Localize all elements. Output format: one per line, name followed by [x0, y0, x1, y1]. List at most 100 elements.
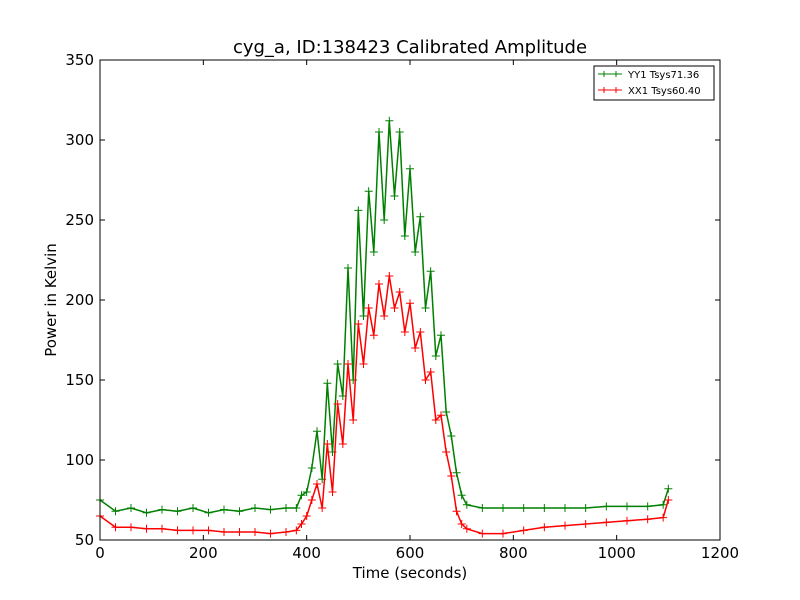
- data-point: [307, 464, 316, 472]
- legend-marker-yy1: [601, 71, 619, 77]
- data-point: [457, 491, 466, 500]
- data-point: [462, 524, 471, 533]
- chart-title: cyg_a, ID:138423 Calibrated Amplitude: [233, 37, 587, 58]
- data-point: [235, 528, 244, 536]
- data-point: [643, 502, 652, 511]
- data-point: [266, 529, 275, 538]
- x-tick-label: 800: [499, 544, 528, 562]
- x-tick-label: 400: [292, 544, 321, 562]
- data-point: [220, 505, 228, 514]
- data-point: [447, 472, 456, 480]
- data-point: [437, 411, 445, 420]
- data-point: [421, 376, 430, 384]
- data-point: [282, 504, 290, 512]
- series-xx1: [96, 272, 673, 538]
- data-point: [400, 328, 409, 336]
- data-point: [499, 529, 507, 538]
- data-point: [266, 505, 275, 514]
- data-point: [664, 496, 673, 504]
- data-point: [111, 507, 120, 516]
- data-point: [328, 488, 337, 496]
- data-point: [338, 440, 347, 448]
- data-point: [142, 524, 151, 533]
- data-point: [400, 232, 409, 240]
- x-tick-label: 200: [189, 544, 218, 562]
- data-point: [540, 504, 549, 512]
- series-line: [99, 275, 670, 535]
- x-tick-label: 0: [95, 544, 105, 562]
- data-point: [344, 360, 352, 368]
- data-point: [406, 299, 414, 308]
- x-tick-label: 600: [396, 544, 425, 562]
- y-tick-label: 350: [65, 51, 94, 69]
- data-point: [235, 507, 244, 516]
- data-point: [416, 328, 425, 336]
- data-point: [323, 440, 332, 448]
- data-point: [380, 216, 389, 224]
- data-point: [127, 523, 135, 532]
- data-point: [426, 368, 435, 376]
- data-point: [406, 164, 414, 173]
- data-point: [395, 128, 404, 136]
- data-point: [111, 523, 120, 532]
- data-point: [623, 502, 631, 511]
- data-point: [189, 526, 197, 535]
- data-point: [173, 526, 182, 535]
- data-point: [426, 267, 435, 276]
- data-point: [204, 508, 213, 517]
- data-point: [561, 521, 569, 530]
- data-point: [375, 128, 383, 136]
- data-point: [540, 523, 549, 532]
- plot-area: 0 200 400 600 800 1000 1200 50 100 150 200 250 300 35…: [65, 51, 739, 562]
- data-point: [292, 504, 301, 512]
- data-point: [302, 488, 311, 496]
- data-point: [623, 516, 631, 525]
- legend-marker-xx1: [601, 87, 619, 93]
- data-point: [369, 331, 378, 340]
- data-point: [158, 524, 166, 533]
- data-point: [127, 504, 135, 512]
- data-point: [292, 526, 301, 535]
- data-point: [385, 272, 394, 280]
- ticks-layer: 0 200 400 600 800 1000 1200 50 100 150 200 250 300 35…: [65, 51, 739, 562]
- data-point: [318, 504, 327, 512]
- y-tick-label: 100: [65, 451, 94, 469]
- data-point: [333, 360, 342, 368]
- data-point: [659, 500, 668, 509]
- data-point: [354, 206, 363, 215]
- data-point: [643, 515, 652, 524]
- data-point: [462, 500, 471, 509]
- x-tick-label: 1000: [598, 544, 636, 562]
- legend-frame: [593, 65, 715, 101]
- data-point: [142, 508, 151, 517]
- series-yy1: [96, 116, 673, 517]
- data-point: [447, 432, 456, 440]
- series-layer: [96, 116, 673, 538]
- y-tick-label: 50: [75, 531, 94, 549]
- data-point: [313, 427, 321, 436]
- data-point: [251, 528, 259, 536]
- data-point: [452, 468, 461, 477]
- data-point: [385, 116, 394, 125]
- data-point: [581, 504, 590, 512]
- data-point: [323, 379, 332, 388]
- data-point: [251, 504, 259, 512]
- data-point: [380, 312, 389, 320]
- legend-entry-yy1: YY1 Tsys71.36: [598, 70, 699, 81]
- data-point: [442, 408, 451, 416]
- data-point: [602, 518, 611, 527]
- data-point: [437, 331, 445, 340]
- data-point: [519, 526, 528, 535]
- data-point: [395, 288, 404, 296]
- data-point: [364, 304, 373, 312]
- data-point: [313, 480, 321, 488]
- data-point: [390, 192, 399, 200]
- data-point: [333, 400, 342, 408]
- x-tick-label: 1200: [701, 544, 739, 562]
- data-point: [602, 502, 611, 511]
- data-point: [282, 528, 290, 536]
- legend-label-yy1: YY1 Tsys71.36: [627, 70, 699, 81]
- data-point: [204, 526, 213, 535]
- data-point: [364, 187, 373, 196]
